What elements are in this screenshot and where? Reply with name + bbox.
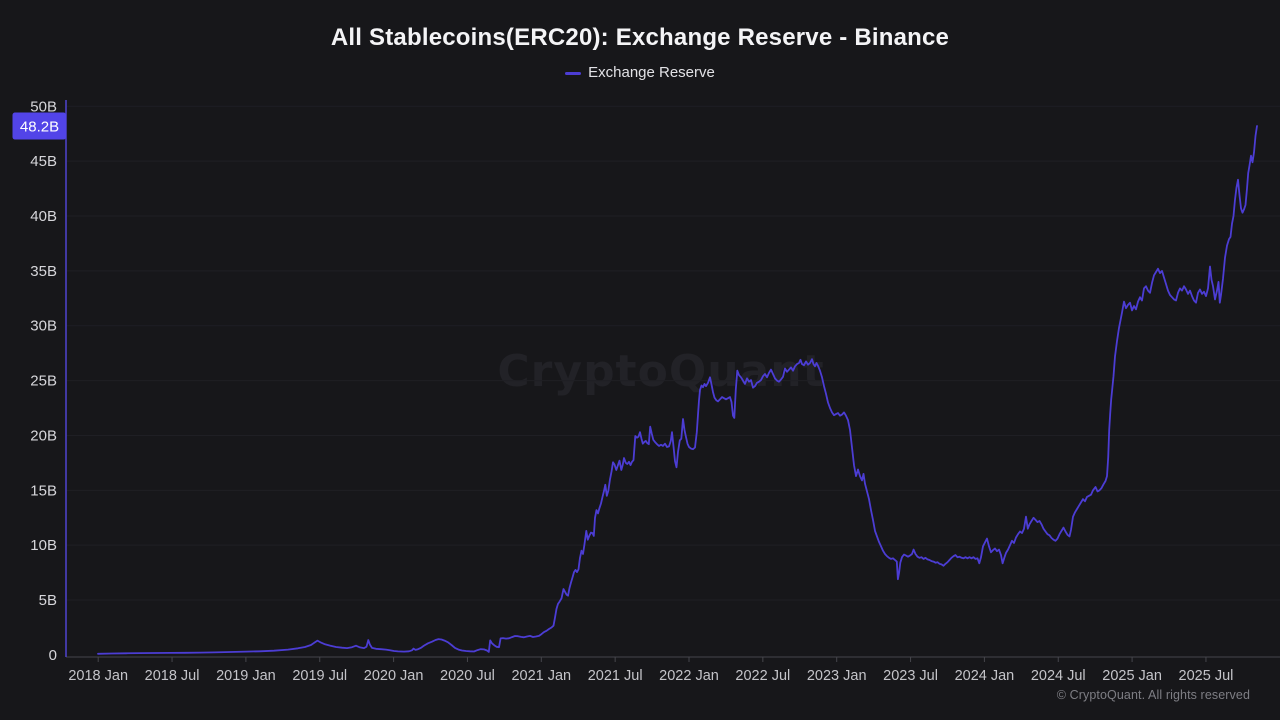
copyright-notice: © CryptoQuant. All rights reserved xyxy=(1056,688,1250,702)
y-tick-label: 40B xyxy=(30,208,57,225)
x-tick-label: 2022 Jul xyxy=(735,668,790,684)
x-tick-label: 2018 Jan xyxy=(68,668,128,684)
x-tick-label: 2023 Jul xyxy=(883,668,938,684)
x-tick-label: 2025 Jul xyxy=(1179,668,1234,684)
x-tick-label: 2020 Jul xyxy=(440,668,495,684)
y-tick-label: 45B xyxy=(30,153,57,170)
x-tick-label: 2021 Jul xyxy=(588,668,643,684)
x-tick-label: 2018 Jul xyxy=(145,668,200,684)
y-tick-label: 25B xyxy=(30,373,57,390)
legend-line-marker xyxy=(565,71,582,75)
x-tick-label: 2021 Jan xyxy=(511,668,571,684)
current-value-badge xyxy=(12,112,66,140)
chart-title: All Stablecoins(ERC20): Exchange Reserve… xyxy=(330,24,950,51)
y-tick-label: 20B xyxy=(30,427,57,444)
y-tick-label: 30B xyxy=(30,318,57,335)
y-tick-label: 35B xyxy=(30,263,57,280)
x-tick-label: 2019 Jan xyxy=(216,668,276,684)
x-tick-label: 2020 Jan xyxy=(364,668,424,684)
x-tick-label: 2023 Jan xyxy=(807,668,867,684)
y-tick-label: 0 xyxy=(49,647,57,664)
legend-label: Exchange Reserve xyxy=(588,64,715,81)
legend[interactable]: Exchange Reserve xyxy=(0,64,1280,81)
current-value-label: 48.2B xyxy=(20,119,59,136)
x-tick-label: 2024 Jan xyxy=(955,668,1015,684)
x-tick-label: 2024 Jul xyxy=(1031,668,1086,684)
x-tick-label: 2022 Jan xyxy=(659,668,719,684)
y-tick-label: 15B xyxy=(30,482,57,499)
y-tick-label: 5B xyxy=(39,592,57,609)
x-tick-label: 2019 Jul xyxy=(292,668,347,684)
x-tick-label: 2025 Jan xyxy=(1102,668,1162,684)
y-tick-label: 10B xyxy=(30,537,57,554)
y-tick-label: 50B xyxy=(30,98,57,115)
exchange-reserve-line[interactable] xyxy=(97,125,1258,655)
